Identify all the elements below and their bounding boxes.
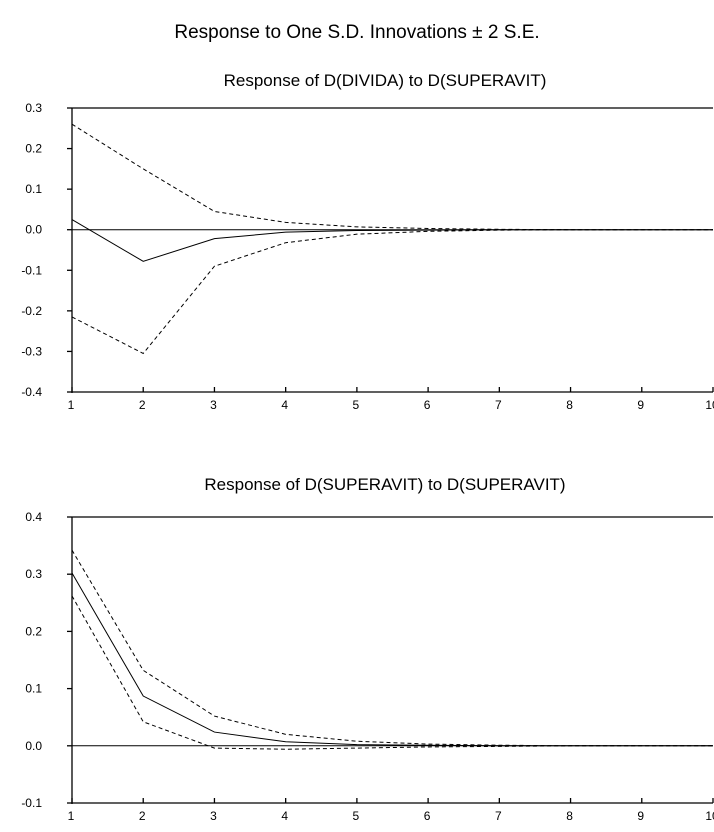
y-tick-label: -0.3 [21, 344, 42, 358]
chart-2-title: Response of D(SUPERAVIT) to D(SUPERAVIT) [204, 475, 566, 494]
x-tick-label: 10 [705, 809, 714, 823]
x-tick-label: 4 [281, 809, 288, 823]
chart-1-title: Response of D(DIVIDA) to D(SUPERAVIT) [223, 71, 547, 90]
y-tick-label: 0.0 [25, 739, 42, 753]
y-tick-label: 0.2 [25, 624, 42, 638]
chart-2-plot: -0.1 0.0 0.1 0.2 0.3 0.4 1 2 3 4 5 6 7 8 9 10 [21, 510, 714, 823]
y-tick-label: -0.1 [21, 796, 42, 810]
x-tick-label: 4 [281, 398, 288, 412]
x-tick-label: 5 [353, 398, 360, 412]
lower-band-line [71, 595, 713, 750]
y-tick-label: -0.4 [21, 385, 42, 399]
x-tick-label: 2 [139, 809, 146, 823]
y-tick-label: 0.3 [25, 101, 42, 115]
x-tick-label: 6 [424, 809, 431, 823]
response-line [71, 572, 713, 747]
response-line [71, 219, 713, 262]
y-tick-label: 0.0 [25, 223, 42, 237]
x-tick-label: 3 [210, 809, 217, 823]
lower-band-line [71, 229, 713, 355]
x-tick-label: 2 [139, 398, 146, 412]
y-tick-label: 0.4 [25, 510, 42, 524]
upper-band-line [71, 549, 713, 747]
x-tick-label: 5 [353, 809, 360, 823]
x-tick-label: 6 [424, 398, 431, 412]
y-tick-label: 0.1 [25, 182, 42, 196]
x-tick-label: 9 [637, 398, 644, 412]
x-tick-label: 8 [566, 398, 573, 412]
chart-1-plot: -0.4 -0.3 -0.2 -0.1 0.0 0.1 0.2 0.3 1 2 3 4 5 6 7 8 9 10 [21, 101, 714, 412]
y-tick-label: -0.1 [21, 263, 42, 277]
figure-title: Response to One S.D. Innovations ± 2 S.E… [174, 22, 540, 43]
upper-band-line [71, 123, 713, 231]
y-tick-label: 0.3 [25, 567, 42, 581]
x-tick-label: 8 [566, 809, 573, 823]
y-tick-label: -0.2 [21, 304, 42, 318]
x-tick-label: 1 [68, 809, 75, 823]
y-tick-label: 0.1 [25, 682, 42, 696]
x-tick-label: 1 [68, 398, 75, 412]
x-tick-label: 7 [495, 398, 502, 412]
x-tick-label: 7 [495, 809, 502, 823]
x-tick-label: 3 [210, 398, 217, 412]
y-tick-label: 0.2 [25, 142, 42, 156]
x-tick-label: 10 [705, 398, 714, 412]
x-tick-label: 9 [637, 809, 644, 823]
